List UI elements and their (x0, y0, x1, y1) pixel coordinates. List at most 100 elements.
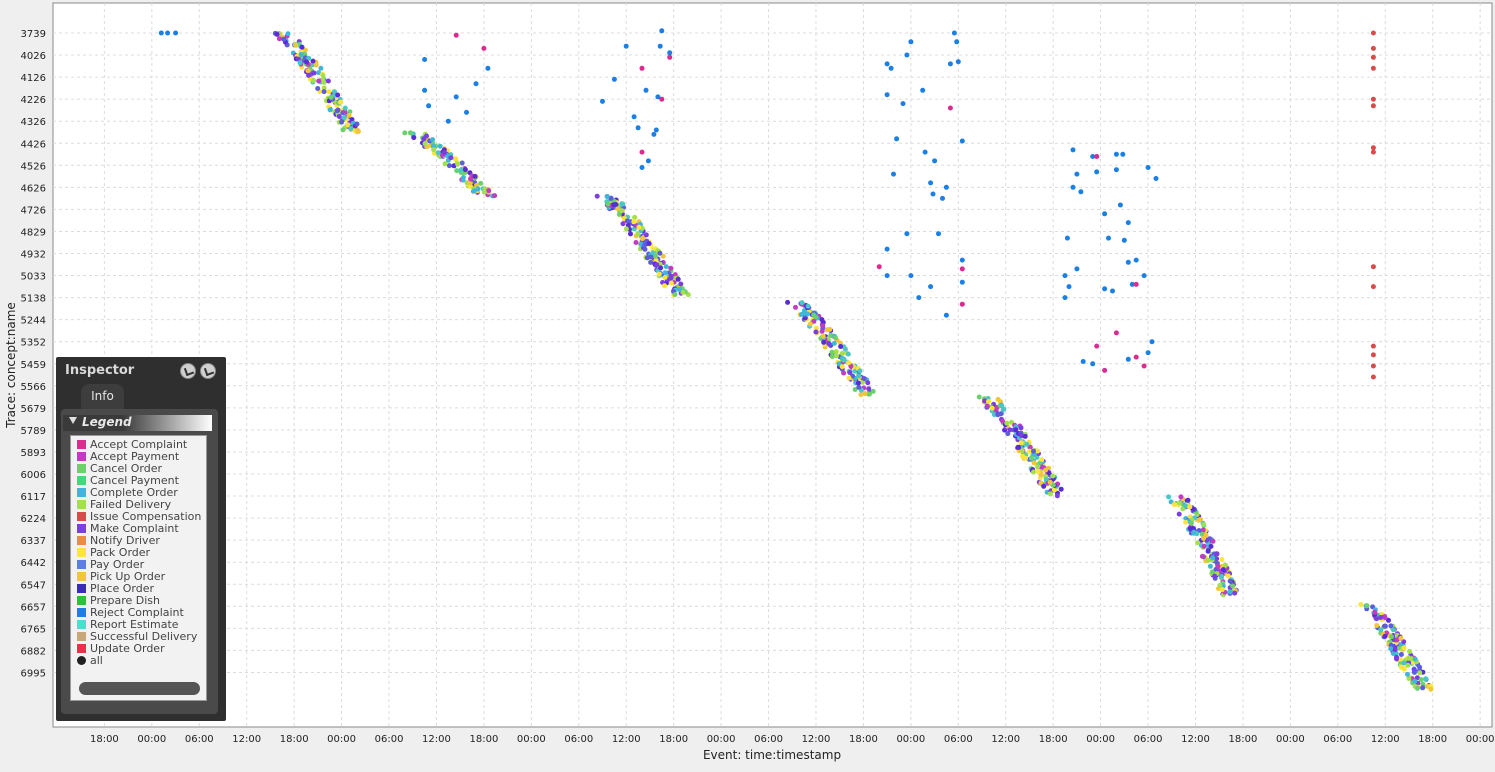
data-point (310, 78, 316, 83)
data-point (1190, 526, 1196, 531)
legend-item[interactable]: Pay Order (77, 559, 207, 571)
legend-item[interactable]: Issue Compensation (77, 511, 207, 523)
data-point (1120, 151, 1126, 157)
legend-item[interactable]: Notify Driver (77, 535, 207, 547)
data-point (813, 329, 819, 335)
legend-item[interactable]: Cancel Order (77, 463, 207, 475)
legend-item[interactable]: Place Order (77, 583, 207, 595)
data-point (1007, 427, 1013, 433)
data-point (448, 155, 454, 161)
data-point (1078, 189, 1084, 195)
data-point (1062, 295, 1068, 301)
x-tick-label: 12:00 (232, 734, 261, 745)
data-point (1382, 623, 1388, 629)
data-point (655, 94, 661, 100)
legend-scrollbar[interactable] (79, 682, 200, 695)
legend-item[interactable]: Update Order (77, 643, 207, 655)
data-point (1064, 235, 1070, 241)
legend-swatch (77, 440, 86, 449)
data-point (310, 58, 316, 64)
data-point (298, 52, 304, 57)
data-point (320, 77, 326, 83)
x-tick-label: 18:00 (1229, 734, 1258, 745)
legend-item[interactable]: Make Complaint (77, 523, 207, 535)
data-point (999, 403, 1005, 409)
legend-item[interactable]: Accept Payment (77, 451, 207, 463)
data-point (1206, 557, 1212, 563)
data-point (862, 391, 868, 397)
legend-item[interactable]: Accept Complaint (77, 439, 207, 451)
data-point (1388, 634, 1394, 640)
legend-item[interactable]: Failed Delivery (77, 499, 207, 511)
legend-item[interactable]: all (77, 655, 207, 667)
y-tick-label: 6547 (21, 580, 46, 591)
data-point (633, 240, 639, 245)
data-point (662, 283, 667, 289)
legend-swatch (77, 608, 86, 617)
tab-info[interactable]: Info (81, 384, 124, 411)
data-point (955, 59, 961, 65)
data-point (841, 356, 847, 362)
unpin-icon[interactable] (200, 363, 216, 379)
grid-lines (53, 3, 1492, 727)
data-point (642, 242, 648, 248)
data-point (920, 87, 926, 93)
data-point (1370, 284, 1376, 290)
data-point (1074, 266, 1080, 272)
data-point (302, 47, 308, 53)
data-point (857, 368, 863, 374)
data-point (785, 299, 791, 305)
data-point (984, 403, 990, 409)
data-point (884, 246, 890, 252)
y-tick-label: 6882 (21, 646, 46, 657)
y-tick-label: 4426 (21, 139, 46, 150)
legend-item[interactable]: Pick Up Order (77, 571, 207, 583)
data-point (662, 270, 668, 276)
data-point (643, 232, 649, 238)
data-point (989, 405, 995, 411)
legend-item[interactable]: Cancel Payment (77, 475, 207, 487)
data-point (442, 150, 447, 156)
legend-item[interactable]: Successful Delivery (77, 631, 207, 643)
data-point (827, 326, 833, 332)
data-point (316, 70, 322, 76)
y-tick-label: 3739 (21, 29, 46, 40)
legend-item[interactable]: Reject Complaint (77, 607, 207, 619)
data-point (658, 265, 664, 271)
legend-label: Failed Delivery (90, 498, 172, 511)
data-point (811, 318, 817, 324)
data-point (485, 65, 491, 71)
pin-icon[interactable] (180, 363, 196, 379)
inspector-panel[interactable]: Inspector Info Legend Accept Complaint Ac… (56, 357, 226, 721)
data-point (1406, 655, 1412, 661)
data-point (828, 332, 834, 338)
legend-item[interactable]: Complete Order (77, 487, 207, 499)
legend-label: Pay Order (90, 558, 145, 571)
data-point (442, 161, 448, 167)
data-point (1058, 486, 1064, 492)
data-point (1225, 573, 1231, 579)
data-point (811, 312, 817, 318)
data-point (424, 133, 429, 139)
data-point (904, 231, 910, 237)
legend-header[interactable]: Legend (63, 415, 212, 431)
data-point (431, 147, 437, 153)
data-point (1094, 154, 1100, 159)
legend-item[interactable]: Prepare Dish (77, 595, 207, 607)
data-point (326, 89, 332, 95)
data-point (1196, 517, 1201, 523)
data-point (346, 112, 352, 118)
data-point (1023, 455, 1028, 461)
data-point (947, 105, 953, 111)
data-point (1024, 441, 1030, 447)
legend-item[interactable]: Report Estimate (77, 619, 207, 631)
plot-area[interactable] (52, 2, 1493, 728)
data-point (1401, 660, 1407, 666)
collapse-triangle-icon[interactable] (69, 417, 77, 424)
data-point (648, 259, 654, 265)
data-point (1417, 664, 1423, 670)
data-point (947, 61, 953, 67)
legend-item[interactable]: Pack Order (77, 547, 207, 559)
data-point (1370, 363, 1376, 369)
